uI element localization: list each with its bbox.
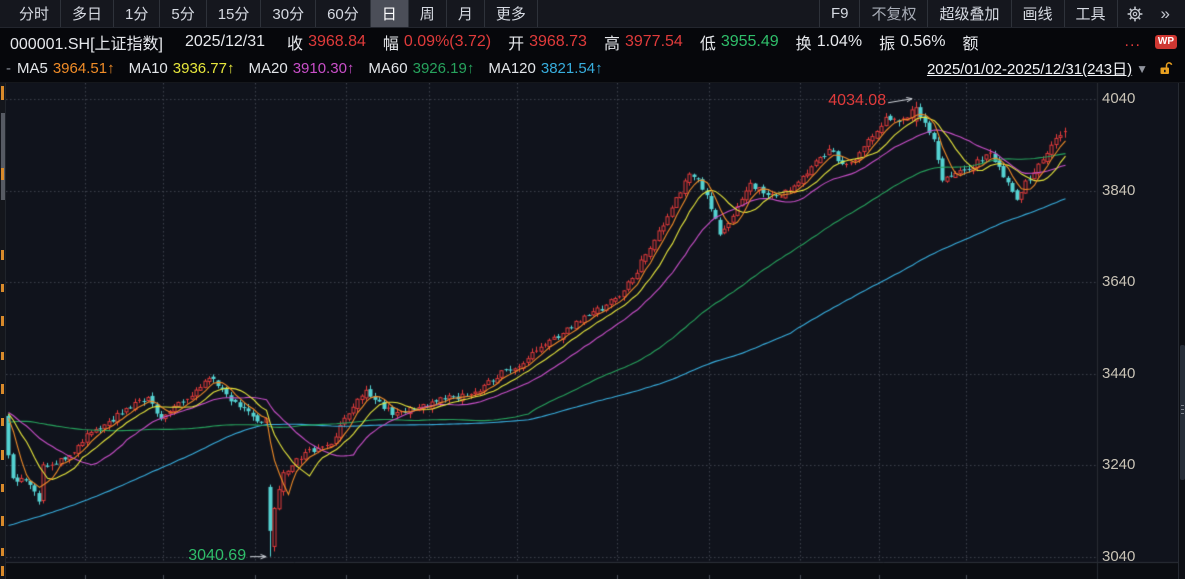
ma-label: MA10 bbox=[128, 60, 168, 77]
quote-field-label: 高 bbox=[603, 35, 620, 53]
left-strip-tick bbox=[1, 484, 4, 492]
left-strip-tick bbox=[1, 384, 4, 394]
quote-field-value: 3955.49 bbox=[720, 32, 779, 50]
draw-line-button[interactable]: 画线 bbox=[1012, 0, 1065, 27]
high-annotation: 4034.08 bbox=[828, 91, 887, 109]
y-axis-label: 3040 bbox=[1102, 547, 1136, 565]
quote-field-value: 3968.84 bbox=[308, 32, 366, 50]
low-annotation: 3040.69 bbox=[188, 546, 247, 564]
super-overlay-button[interactable]: 超级叠加 bbox=[928, 0, 1012, 27]
ma-label: MA5 bbox=[17, 60, 48, 77]
amount-ellipsis: ... bbox=[1124, 32, 1141, 50]
left-edge-strip bbox=[0, 83, 6, 579]
ma-label: MA20 bbox=[248, 60, 288, 77]
more-chevron-icon[interactable]: » bbox=[1160, 3, 1170, 23]
left-strip-tick bbox=[1, 316, 4, 326]
ma-label: MA120 bbox=[488, 60, 536, 77]
quote-field-label: 开 bbox=[508, 35, 525, 53]
quote-field-1: 幅 0.09%(3.72) bbox=[383, 30, 491, 54]
wp-badge[interactable]: WP bbox=[1154, 34, 1177, 49]
left-strip-tick bbox=[1, 450, 4, 460]
quote-info-bar: 000001.SH[上证指数] 2025/12/31 收 3968.84 幅 0.09… bbox=[0, 28, 1185, 55]
period-button-8[interactable]: 周 bbox=[409, 0, 447, 27]
y-axis-label: 3840 bbox=[1102, 181, 1136, 199]
scrollbar-thumb[interactable] bbox=[1180, 345, 1185, 480]
period-button-7[interactable]: 日 bbox=[370, 0, 409, 27]
ma-item-ma60: MA60 3926.19↑ bbox=[368, 60, 474, 77]
quote-field-3: 高 3977.54 bbox=[604, 30, 683, 54]
ma-label: MA60 bbox=[368, 60, 408, 77]
chart-area: 4040 3840 3640 3440 3240 3040 4034.08 3040.69 bbox=[0, 83, 1185, 579]
ma-indicator-bar: - MA5 3964.51↑ MA10 3936.77↑ MA20 3910.30↑ MA6… bbox=[0, 55, 1185, 83]
y-axis-label: 3640 bbox=[1102, 273, 1136, 291]
ma-value: 3926.19↑ bbox=[412, 60, 475, 77]
period-button-3[interactable]: 5分 bbox=[160, 0, 207, 27]
period-button-1[interactable]: 多日 bbox=[61, 0, 115, 27]
candlestick-chart[interactable] bbox=[0, 83, 1178, 579]
ma-value: 3821.54↑ bbox=[540, 60, 603, 77]
quote-field-label: 振 bbox=[879, 35, 896, 53]
quote-field-value: 0.09%(3.72) bbox=[403, 32, 492, 50]
left-strip-tick bbox=[1, 418, 4, 426]
quote-field-6: 振 0.56% bbox=[879, 30, 945, 54]
period-button-5[interactable]: 30分 bbox=[261, 0, 317, 27]
y-axis-label: 3240 bbox=[1102, 456, 1136, 474]
quote-date: 2025/12/31 bbox=[184, 32, 266, 50]
quote-field-7: 额 bbox=[962, 30, 983, 54]
ma-value: 3936.77↑ bbox=[172, 60, 235, 77]
vertical-scrollbar[interactable] bbox=[1178, 83, 1185, 579]
quote-field-label: 幅 bbox=[382, 35, 399, 53]
quote-field-value: 1.04% bbox=[816, 32, 863, 50]
tools-button[interactable]: 工具 bbox=[1065, 0, 1118, 27]
ma-item-ma120: MA120 3821.54↑ bbox=[488, 60, 602, 77]
chevron-down-icon[interactable]: ▼ bbox=[1136, 61, 1148, 76]
left-strip-tick bbox=[1, 86, 4, 100]
y-axis-label: 3440 bbox=[1102, 364, 1136, 382]
left-strip-tick bbox=[1, 168, 4, 180]
quote-field-2: 开 3968.73 bbox=[508, 30, 587, 54]
date-range-selector[interactable]: 2025/01/02-2025/12/31(243日) bbox=[926, 61, 1133, 78]
period-button-2[interactable]: 1分 bbox=[114, 0, 161, 27]
period-button-9[interactable]: 月 bbox=[447, 0, 485, 27]
ma-item-ma20: MA20 3910.30↑ bbox=[249, 60, 355, 77]
quote-fields: 收 3968.84 幅 0.09%(3.72) 开 3968.73 高 3977.54 低 395… bbox=[287, 30, 1000, 54]
quote-field-label: 换 bbox=[795, 35, 812, 53]
period-button-4[interactable]: 15分 bbox=[207, 0, 262, 27]
quote-field-value: 3977.54 bbox=[624, 32, 683, 50]
edge-mark: - bbox=[6, 60, 11, 77]
quote-field-5: 换 1.04% bbox=[796, 30, 862, 54]
ma-value: 3964.51↑ bbox=[52, 60, 115, 77]
unlock-icon[interactable] bbox=[1158, 61, 1173, 76]
symbol-name: 000001.SH[上证指数] bbox=[10, 35, 163, 53]
left-strip-tick bbox=[1, 516, 4, 526]
period-button-group: 分时 多日 1分 5分 15分 30分 60分日周月更多 bbox=[0, 0, 538, 27]
quote-field-4: 低 3955.49 bbox=[700, 30, 779, 54]
ma-item-ma5: MA5 3964.51↑ bbox=[17, 60, 115, 77]
left-strip-tick bbox=[1, 352, 4, 360]
quote-field-value: 3968.73 bbox=[529, 32, 587, 50]
quote-field-value: 0.56% bbox=[900, 32, 946, 50]
period-toolbar: 分时 多日 1分 5分 15分 30分 60分日周月更多 F9 不复权 超级叠加 画线 工具… bbox=[0, 0, 1185, 28]
settings-gear-icon[interactable] bbox=[1118, 0, 1152, 27]
left-strip-tick bbox=[1, 548, 4, 556]
period-button-6[interactable]: 60分 bbox=[316, 0, 371, 27]
quote-field-label: 额 bbox=[962, 35, 979, 53]
quote-field-label: 低 bbox=[699, 35, 716, 53]
f9-button[interactable]: F9 bbox=[818, 0, 861, 27]
period-button-10[interactable]: 更多 bbox=[485, 0, 538, 27]
period-button-0[interactable]: 分时 bbox=[8, 0, 62, 27]
quote-field-label: 收 bbox=[287, 35, 304, 53]
y-axis-label: 4040 bbox=[1102, 90, 1136, 108]
quote-field-0: 收 3968.84 bbox=[287, 30, 366, 54]
left-strip-tick bbox=[1, 250, 4, 260]
adjust-mode-button[interactable]: 不复权 bbox=[860, 0, 929, 27]
toolbar-right-group: F9 不复权 超级叠加 画线 工具 » bbox=[818, 0, 1185, 27]
ma-items: MA5 3964.51↑ MA10 3936.77↑ MA20 3910.30↑ MA60 3… bbox=[17, 60, 617, 77]
left-strip-tick bbox=[1, 566, 4, 576]
ma-value: 3910.30↑ bbox=[292, 60, 355, 77]
left-strip-thumb[interactable] bbox=[1, 113, 5, 200]
ma-item-ma10: MA10 3936.77↑ bbox=[129, 60, 235, 77]
left-strip-tick bbox=[1, 284, 4, 292]
